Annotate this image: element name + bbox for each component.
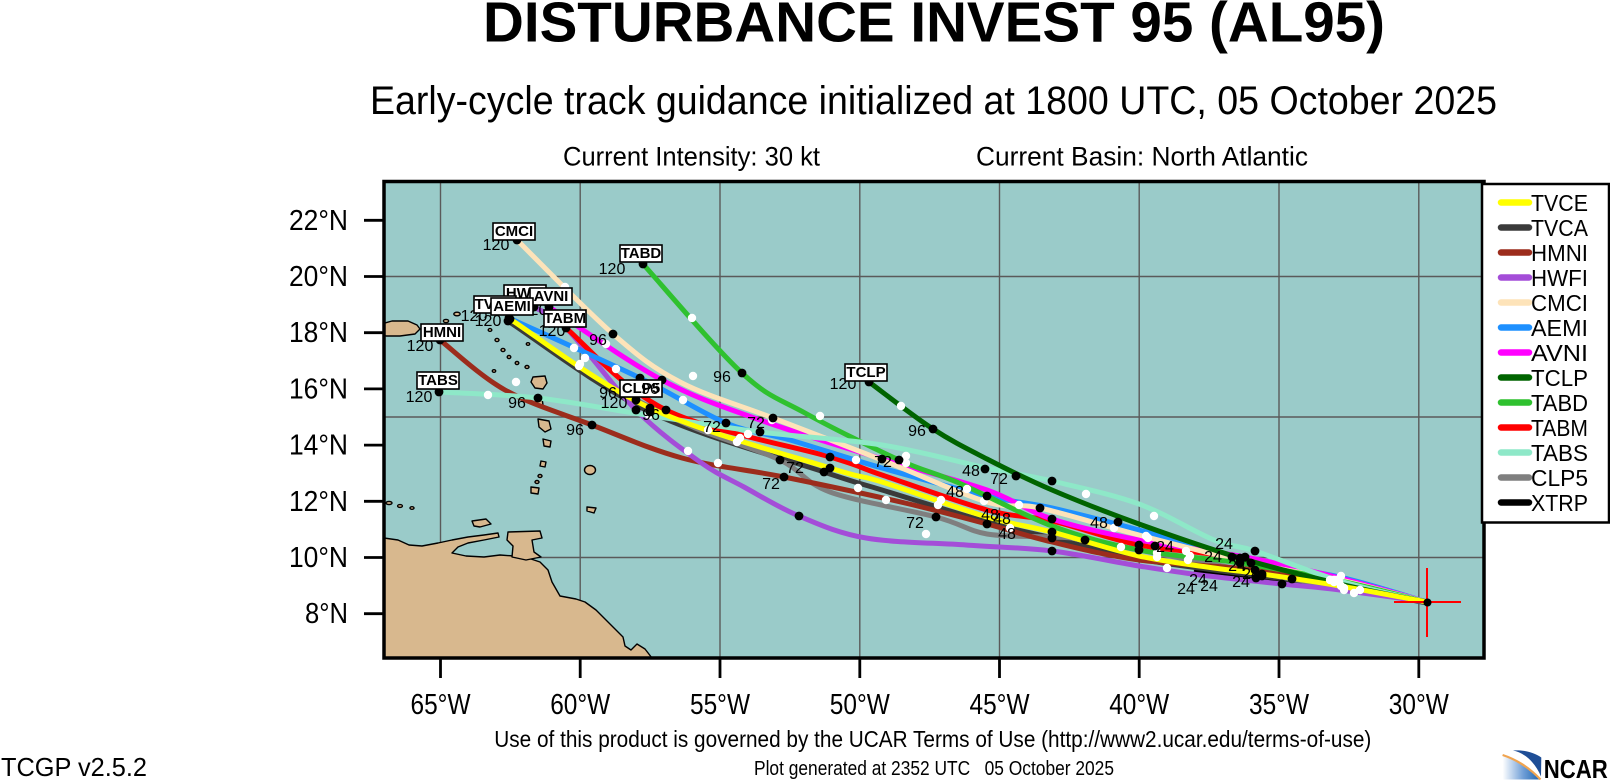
svg-text:24: 24 [1215, 536, 1233, 553]
svg-text:Current Basin: North Atlantic: Current Basin: North Atlantic [976, 142, 1308, 172]
svg-text:TCGP v2.5.2: TCGP v2.5.2 [1, 752, 147, 780]
svg-text:24: 24 [1189, 572, 1207, 589]
svg-text:CLP5: CLP5 [1531, 465, 1588, 491]
svg-text:TABM: TABM [544, 310, 586, 327]
svg-text:45°W: 45°W [970, 689, 1031, 721]
svg-text:10°N: 10°N [289, 542, 348, 574]
svg-text:30°W: 30°W [1389, 689, 1450, 721]
svg-text:TABM: TABM [1531, 415, 1588, 441]
svg-text:120: 120 [475, 313, 502, 330]
svg-text:48: 48 [946, 484, 964, 501]
svg-text:16°N: 16°N [289, 373, 348, 405]
svg-text:24: 24 [1232, 574, 1250, 591]
svg-text:HWFI: HWFI [1531, 265, 1588, 291]
svg-text:CLP5: CLP5 [622, 380, 660, 397]
svg-text:55°W: 55°W [690, 689, 751, 721]
svg-text:20°N: 20°N [289, 261, 348, 293]
svg-text:Early-cycle track guidance ini: Early-cycle track guidance initialized a… [370, 79, 1497, 123]
svg-text:XTRP: XTRP [1531, 490, 1588, 516]
svg-text:35°W: 35°W [1249, 689, 1310, 721]
svg-text:NCAR: NCAR [1544, 754, 1608, 780]
svg-text:120: 120 [407, 338, 434, 355]
svg-text:72: 72 [874, 454, 892, 471]
svg-text:72: 72 [786, 460, 804, 477]
svg-text:24: 24 [1156, 539, 1174, 556]
svg-text:48: 48 [993, 511, 1011, 528]
svg-text:96: 96 [642, 407, 660, 424]
svg-text:120: 120 [599, 261, 626, 278]
svg-text:CMCI: CMCI [495, 223, 533, 240]
svg-text:96: 96 [908, 423, 926, 440]
svg-text:50°W: 50°W [830, 689, 891, 721]
svg-text:CMCI: CMCI [1531, 290, 1588, 316]
svg-text:96: 96 [641, 381, 659, 398]
svg-text:TCLP: TCLP [846, 364, 885, 381]
svg-text:96: 96 [508, 395, 526, 412]
svg-text:48: 48 [1090, 515, 1108, 532]
svg-text:HMNI: HMNI [423, 324, 461, 341]
svg-text:Use of this product is governe: Use of this product is governed by the U… [494, 726, 1371, 752]
svg-text:72: 72 [703, 419, 721, 436]
svg-text:TABD: TABD [1531, 390, 1588, 416]
svg-text:24: 24 [1228, 558, 1246, 575]
svg-text:24: 24 [1204, 549, 1222, 566]
svg-text:60°W: 60°W [550, 689, 611, 721]
svg-text:72: 72 [990, 471, 1008, 488]
svg-text:48: 48 [998, 526, 1016, 543]
svg-text:24: 24 [1177, 581, 1195, 598]
svg-text:AVNI: AVNI [534, 288, 569, 305]
svg-text:TVCA: TVCA [1531, 215, 1588, 241]
svg-text:72: 72 [747, 415, 765, 432]
svg-text:TABD: TABD [621, 245, 662, 262]
svg-text:TCLP: TCLP [1531, 365, 1588, 391]
svg-text:AEMI: AEMI [1531, 315, 1588, 341]
svg-text:22°N: 22°N [289, 205, 348, 237]
svg-text:24: 24 [1242, 566, 1260, 583]
svg-text:120: 120 [406, 389, 433, 406]
svg-text:TABS: TABS [418, 372, 458, 389]
svg-text:65°W: 65°W [411, 689, 472, 721]
svg-text:TABS: TABS [1531, 440, 1588, 466]
svg-text:120: 120 [483, 237, 510, 254]
svg-text:24: 24 [1200, 578, 1218, 595]
svg-text:8°N: 8°N [305, 598, 348, 630]
svg-text:40°W: 40°W [1109, 689, 1170, 721]
svg-text:TVCE: TVCE [1531, 190, 1588, 216]
svg-text:96: 96 [566, 422, 584, 439]
svg-text:96: 96 [599, 385, 617, 402]
svg-text:AVNI: AVNI [1531, 340, 1588, 366]
svg-text:72: 72 [906, 515, 924, 532]
svg-text:12°N: 12°N [289, 486, 348, 518]
svg-text:14°N: 14°N [289, 430, 348, 462]
svg-text:96: 96 [589, 332, 607, 349]
svg-text:48: 48 [962, 463, 980, 480]
svg-text:Current Intensity: 30 kt: Current Intensity: 30 kt [563, 142, 820, 172]
svg-text:Plot generated at 2352 UTC 0: Plot generated at 2352 UTC 05 October 20… [754, 758, 1114, 780]
svg-text:18°N: 18°N [289, 317, 348, 349]
svg-text:96: 96 [713, 369, 731, 386]
svg-text:AEMI: AEMI [493, 298, 531, 315]
svg-text:DISTURBANCE INVEST 95 (AL95): DISTURBANCE INVEST 95 (AL95) [483, 0, 1385, 55]
svg-text:HMNI: HMNI [1531, 240, 1588, 266]
svg-text:72: 72 [762, 476, 780, 493]
svg-text:120: 120 [601, 395, 628, 412]
svg-text:48: 48 [981, 507, 999, 524]
